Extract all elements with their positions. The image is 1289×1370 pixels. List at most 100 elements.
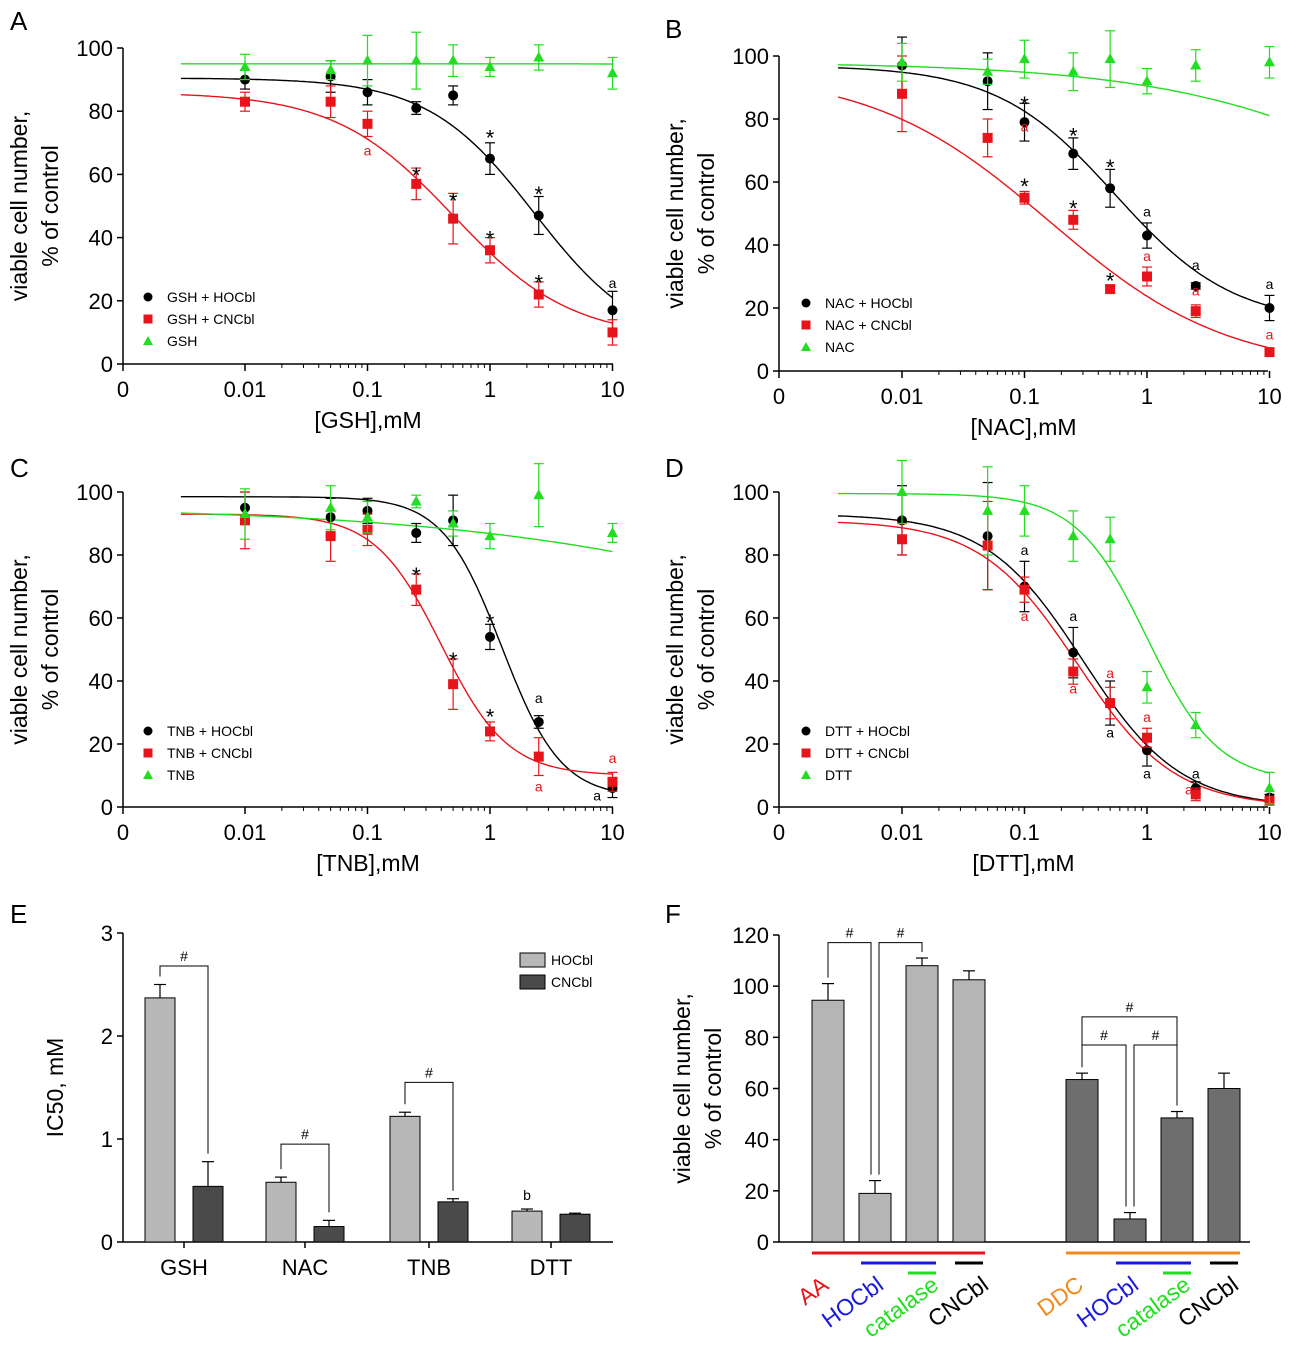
- data-point-square: [1190, 789, 1201, 800]
- data-point-square: [1142, 271, 1152, 282]
- chart-D: 0 20 40 60 80 100 0 0.01 0.1 1 10 [DTT],mM viable ce…: [662, 459, 1282, 876]
- significance-letter: a: [1192, 257, 1200, 273]
- x-axis-title: [GSH],mM: [314, 407, 421, 433]
- bar-aa: [952, 979, 986, 1243]
- y-tick-label: 40: [745, 669, 769, 694]
- data-point-triangle: [1019, 53, 1030, 64]
- significance-bracket: [159, 965, 209, 1154]
- data-point-circle: [533, 210, 544, 221]
- chart-A: 0 20 40 60 80 100 0 0.01 0.1 1 10 [GSH],mM viable ce…: [6, 31, 625, 433]
- y-tick-label: 80: [89, 99, 113, 124]
- category-label: DTT: [530, 1255, 573, 1280]
- legend-label: DTT + CNCbl: [825, 745, 909, 761]
- fit-curve-3: [180, 512, 613, 553]
- data-point-square: [325, 96, 336, 107]
- legend-marker-circle: [143, 292, 153, 302]
- y-axis-title-line2: % of control: [700, 1028, 726, 1149]
- y-tick-label: 20: [745, 1179, 769, 1204]
- y-tick-label: 80: [745, 107, 769, 132]
- significance-bracket: [827, 942, 872, 1175]
- y-axis-title-line2: % of control: [693, 589, 719, 710]
- significance-star: *: [412, 163, 421, 188]
- significance-hash: #: [897, 925, 905, 941]
- significance-star: *: [1069, 124, 1078, 149]
- data-point-square: [1105, 284, 1116, 295]
- data-point-triangle: [362, 511, 373, 522]
- data-point-triangle: [607, 67, 618, 78]
- data-point-circle: [1068, 148, 1079, 159]
- data-point-square: [411, 178, 422, 189]
- data-point-triangle: [1019, 504, 1030, 515]
- bar-hocbl: [265, 1181, 297, 1243]
- data-point-square: [1264, 347, 1275, 358]
- x-tick-label: 0.1: [352, 820, 383, 845]
- significance-letter: a: [1143, 766, 1151, 782]
- bar-cncbl: [192, 1185, 224, 1243]
- significance-letter: a: [364, 142, 372, 158]
- data-point-triangle: [325, 64, 337, 75]
- data-point-triangle: [447, 517, 459, 528]
- significance-star: *: [486, 705, 495, 730]
- legend-marker-circle: [801, 298, 811, 308]
- significance-bracket: [878, 942, 923, 1175]
- significance-letter: a: [535, 778, 543, 794]
- x-tick-label: 1: [1141, 384, 1153, 409]
- bar-cncbl: [313, 1226, 345, 1243]
- legend-marker-square: [143, 748, 153, 758]
- significance-star: *: [486, 610, 495, 635]
- bar-hocbl: [389, 1115, 421, 1243]
- significance-letter: a: [1106, 665, 1114, 681]
- data-point-triangle: [362, 54, 373, 65]
- y-tick-label: 80: [745, 543, 769, 568]
- category-label: NAC: [282, 1255, 329, 1280]
- bar-ddc: [1160, 1117, 1194, 1243]
- y-tick-label: 60: [89, 162, 113, 187]
- y-axis-title-line1: viable cell number,: [6, 554, 32, 745]
- significance-star: *: [1020, 92, 1029, 117]
- significance-star: *: [1106, 269, 1115, 294]
- bar-hocbl: [144, 997, 176, 1243]
- category-label: GSH: [160, 1255, 208, 1280]
- significance-star: *: [1106, 155, 1115, 180]
- legend-marker-triangle: [143, 770, 153, 779]
- data-point-triangle: [896, 56, 908, 67]
- data-point-circle: [1105, 183, 1116, 194]
- data-point-square: [240, 96, 250, 107]
- data-point-triangle: [325, 501, 337, 512]
- data-point-triangle: [1141, 681, 1153, 692]
- legend-marker-circle: [143, 726, 153, 736]
- legend-swatch: [519, 974, 546, 990]
- legend-marker-square: [801, 748, 811, 758]
- panel-letter-c: C: [10, 453, 29, 483]
- data-point-square: [1068, 666, 1079, 677]
- data-point-square: [607, 327, 618, 338]
- significance-letter: a: [1021, 119, 1029, 135]
- data-point-square: [897, 534, 907, 545]
- data-point-circle: [1142, 230, 1152, 241]
- data-point-triangle: [1264, 782, 1275, 793]
- y-tick-label: 60: [745, 606, 769, 631]
- x-tick-label: 10: [600, 820, 624, 845]
- data-point-square: [1105, 698, 1116, 709]
- bar-aa: [905, 965, 939, 1243]
- data-point-triangle: [1104, 53, 1116, 64]
- chart-C: 0 20 40 60 80 100 0 0.01 0.1 1 10 [TNB],mM viable ce…: [6, 463, 625, 876]
- x-tick-label: 0.01: [881, 384, 924, 409]
- significance-star: *: [449, 189, 458, 214]
- category-label: TNB: [407, 1255, 451, 1280]
- significance-star: *: [486, 226, 495, 251]
- data-point-square: [1068, 214, 1079, 225]
- y-tick-label: 80: [89, 543, 113, 568]
- x-tick-label: 1: [1141, 820, 1153, 845]
- data-point-triangle: [1067, 530, 1079, 541]
- legend-label: NAC: [825, 339, 855, 355]
- fit-curve-1: [180, 496, 613, 792]
- y-axis-title-line1: viable cell number,: [669, 993, 695, 1184]
- y-axis-title-line2: % of control: [37, 145, 63, 266]
- y-tick-label: 20: [89, 289, 113, 314]
- y-tick-label: 0: [101, 352, 113, 377]
- significance-letter: a: [1266, 327, 1274, 343]
- y-tick-label: 40: [745, 1128, 769, 1153]
- significance-hash: #: [1100, 1027, 1108, 1043]
- significance-star: *: [534, 182, 543, 207]
